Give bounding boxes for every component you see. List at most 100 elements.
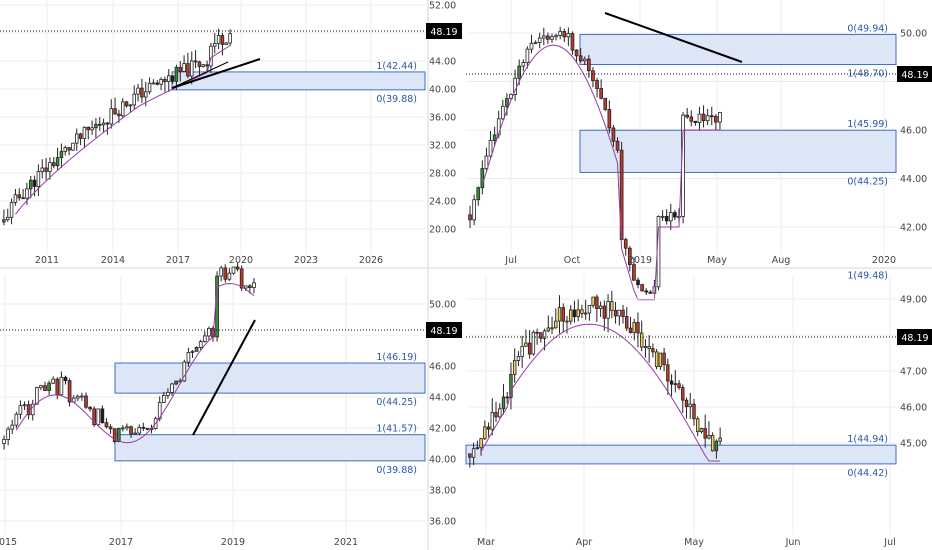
last-price-label: 48.19 — [430, 27, 457, 38]
candle — [104, 422, 109, 428]
candle — [239, 268, 244, 289]
candle — [572, 309, 577, 318]
candle — [505, 98, 509, 107]
candle — [684, 399, 689, 408]
candle — [40, 167, 44, 172]
y-tick-label: 20.00 — [429, 225, 456, 236]
candle — [201, 64, 205, 67]
candle — [658, 352, 663, 368]
last-price-label: 48.19 — [901, 70, 928, 81]
candle — [161, 395, 166, 403]
candle — [190, 350, 195, 353]
candle — [669, 380, 674, 385]
candle — [25, 188, 29, 199]
candle — [688, 403, 692, 408]
candle — [490, 412, 494, 430]
candle — [492, 134, 497, 141]
candle — [182, 361, 187, 382]
trendline — [171, 58, 261, 89]
candle — [67, 380, 72, 403]
candle — [44, 167, 48, 172]
candle — [587, 304, 592, 314]
candle — [476, 187, 481, 201]
candle — [611, 127, 616, 142]
candle — [124, 101, 129, 107]
candle — [167, 75, 171, 83]
candle — [174, 380, 178, 385]
candle — [615, 140, 620, 151]
candle — [178, 66, 182, 72]
trendline — [604, 12, 743, 63]
x-tick-label: Jun — [785, 537, 801, 548]
candle — [640, 284, 644, 292]
candle — [132, 93, 136, 106]
candle — [59, 151, 64, 159]
zone-bottom-label: 0(44.42) — [847, 468, 888, 479]
candle — [696, 418, 700, 433]
candle — [109, 108, 113, 125]
x-tick-label: May — [684, 537, 704, 548]
x-tick-label: 2021 — [334, 537, 358, 548]
candle — [537, 37, 542, 43]
candle — [662, 352, 666, 366]
zone-top-label: 1(45.99) — [847, 119, 888, 130]
last-price-label: 48.19 — [901, 333, 928, 344]
candle — [501, 396, 506, 410]
zone-bottom-label: 1(48.70) — [847, 69, 888, 80]
candle — [710, 435, 715, 452]
candle — [82, 126, 87, 139]
candle — [86, 126, 90, 131]
y-tick-label: 47.00 — [900, 367, 927, 378]
candle — [468, 453, 472, 458]
candle — [67, 147, 71, 151]
y-tick-label: 40.00 — [429, 85, 456, 96]
price-zone — [465, 444, 897, 465]
candle — [133, 432, 137, 435]
candle — [583, 312, 588, 315]
candle — [636, 279, 640, 286]
candle — [121, 101, 125, 117]
y-tick-label: 44.00 — [429, 57, 456, 68]
candle — [623, 239, 628, 249]
candle — [531, 331, 536, 355]
y-tick-label: 44.00 — [900, 174, 927, 185]
candle — [198, 341, 203, 348]
last-price-label: 48.19 — [430, 326, 457, 337]
last-price-badge — [897, 329, 932, 345]
candle — [521, 62, 526, 67]
y-tick-label: 50.00 — [429, 300, 456, 311]
candle — [224, 42, 228, 45]
candle — [190, 60, 194, 77]
candle — [78, 133, 83, 139]
candle — [125, 426, 129, 429]
candle — [2, 439, 6, 444]
zone-top-label: 1(44.94) — [847, 434, 888, 445]
candle — [182, 63, 186, 72]
candle — [689, 116, 694, 122]
candle — [252, 282, 256, 288]
candle — [500, 105, 505, 120]
candle — [703, 428, 707, 439]
candle — [471, 448, 476, 458]
candle — [231, 266, 236, 274]
candle — [144, 91, 148, 98]
candle — [539, 332, 543, 339]
candle — [664, 215, 669, 222]
y-tick-label: 32.00 — [429, 141, 456, 152]
candle — [475, 447, 480, 450]
x-tick-label: 2026 — [359, 255, 383, 266]
candle — [34, 387, 39, 405]
x-tick-label: 2019 — [628, 255, 652, 266]
candle — [14, 413, 19, 426]
candle — [166, 391, 170, 396]
candle — [59, 376, 64, 396]
last-price-badge — [426, 322, 462, 338]
candle — [141, 426, 146, 429]
candle — [562, 31, 567, 38]
candle — [480, 168, 485, 189]
price-zone — [579, 129, 897, 173]
candle — [140, 87, 144, 98]
x-tick-label: Mar — [477, 537, 495, 548]
candle — [603, 97, 608, 110]
candle — [63, 147, 67, 152]
